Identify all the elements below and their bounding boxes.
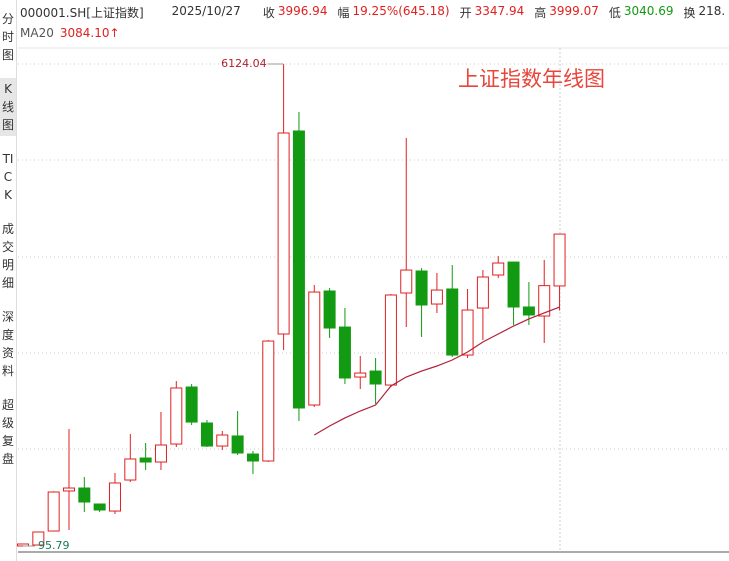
quote-value: 3996.94: [277, 4, 328, 18]
candle-body: [216, 434, 229, 447]
candle-body: [108, 482, 121, 512]
sidebar-tab[interactable]: 超级复盘: [1, 398, 14, 466]
quote-header: 000001.SH[上证指数] 2025/10/27 收 3996.94 幅 19.2…: [20, 4, 729, 22]
quote-label: 低: [608, 6, 621, 20]
quote-value: 19.25%(645.18): [352, 4, 450, 18]
min-label: 95.79: [38, 539, 70, 552]
quote-item: 低 3040.69: [609, 4, 674, 22]
quote-label: 幅: [337, 6, 350, 20]
candle-body: [507, 261, 520, 308]
candle-body: [461, 309, 474, 356]
candle-body: [400, 269, 413, 294]
candle-body: [292, 130, 305, 409]
candle-body: [323, 290, 336, 329]
grid: [18, 63, 729, 450]
candle-body: [170, 387, 183, 445]
quote-value: 218.: [698, 4, 726, 18]
candle-body: [277, 132, 290, 335]
max-label: 6124.04: [221, 57, 267, 70]
candle-body: [369, 370, 382, 385]
quote-item: 收 3996.94: [263, 4, 328, 22]
quote-item: 开 3347.94: [460, 4, 525, 22]
candle-body: [262, 340, 275, 462]
ma-legend: MA20 3084.10↑: [20, 26, 120, 40]
candle-body: [154, 444, 167, 463]
ma-value: 3084.10↑: [59, 26, 120, 40]
candle-body: [200, 422, 213, 447]
quote-label: 开: [459, 6, 472, 20]
sidebar-tab[interactable]: 深度资料: [1, 310, 14, 378]
quote-value: 3040.69: [623, 4, 674, 18]
candle-body: [32, 531, 45, 546]
candle-body: [78, 487, 91, 503]
sidebar-tab[interactable]: K线图: [0, 78, 16, 136]
quote-item: 幅 19.25%(645.18): [337, 4, 449, 22]
sidebar-tab[interactable]: TICK: [2, 152, 14, 202]
quote-value: 3999.07: [549, 4, 599, 18]
quote-label: 收: [262, 6, 275, 20]
date: 2025/10/27: [171, 4, 241, 18]
ma-line: [313, 306, 560, 436]
candle-body: [476, 276, 489, 309]
candle-body: [47, 491, 60, 532]
quote-label: 高: [534, 6, 547, 20]
candle-body: [522, 306, 535, 316]
quote-item: 换 218.: [684, 4, 726, 22]
candle-body: [553, 233, 566, 287]
candle-body: [231, 435, 244, 454]
sidebar-tab[interactable]: 分时图: [1, 12, 14, 62]
candle-body: [308, 291, 321, 406]
candle-body: [246, 453, 259, 462]
candle-body: [139, 457, 152, 463]
candle-body: [430, 289, 443, 305]
candle-body: [62, 487, 75, 492]
quote-value: 3347.94: [474, 4, 525, 18]
quote-label: 换: [683, 6, 696, 20]
code: 000001.SH[上证指数]: [20, 6, 144, 20]
candle-body: [415, 270, 428, 306]
candle-body: [338, 326, 351, 379]
candle-body: [93, 503, 106, 511]
candle-body: [124, 458, 137, 481]
quote-item: 高 3999.07: [534, 4, 599, 22]
candle-body: [446, 288, 459, 356]
sidebar: 分时图 K线图 TICK 成交明细深度资料超级复盘: [0, 0, 17, 561]
sidebar-tab[interactable]: 成交明细: [1, 222, 14, 290]
candle-body: [538, 285, 551, 317]
candle-body: [492, 262, 505, 276]
candle-body: [185, 386, 198, 423]
candle-body: [384, 294, 397, 386]
candle-body: [354, 372, 367, 378]
ma-name: MA20: [20, 26, 54, 40]
annotation: 上证指数年线图: [458, 67, 605, 91]
